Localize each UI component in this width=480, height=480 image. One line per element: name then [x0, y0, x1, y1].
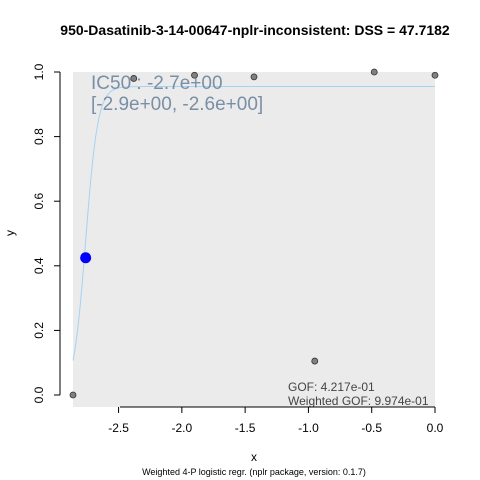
data-point: [431, 71, 439, 79]
ic50-ci-annotation: [-2.9e+00, -2.6e+00]: [91, 94, 263, 115]
chart-title: 950-Dasatinib-3-14-00647-nplr-inconsiste…: [60, 22, 450, 38]
y-tick-label: 0.2: [32, 322, 46, 339]
x-tick-label: -2.5: [108, 421, 129, 435]
ic50-point: [80, 252, 92, 264]
plot-panel: [73, 72, 435, 407]
x-tick-label: -0.5: [361, 421, 382, 435]
x-axis-label: x: [251, 450, 257, 464]
y-axis-label: y: [3, 230, 17, 236]
ic50-annotation: IC50 : -2.7e+00: [91, 73, 223, 94]
x-tick-label: -1.0: [298, 421, 319, 435]
data-point: [130, 75, 138, 82]
weighted-gof-annotation: Weighted GOF: 9.974e-01: [288, 394, 429, 408]
x-tick-label: -1.5: [235, 421, 256, 435]
gof-annotation: GOF: 4.217e-01: [288, 380, 375, 394]
y-tick-label: 0.8: [32, 128, 46, 145]
x-tick-label: 0.0: [427, 421, 444, 435]
chart-footer: Weighted 4-P logistic regr. (nplr packag…: [142, 467, 366, 477]
data-point: [250, 73, 258, 81]
fit-curve: [72, 86, 435, 361]
x-axis-ticks: -2.5 -2.0 -1.5 -1.0 -0.5 0.0: [108, 407, 444, 435]
data-point: [191, 71, 198, 79]
y-tick-label: 0.6: [32, 193, 46, 210]
fit-curve-layer: [72, 86, 435, 361]
y-tick-label: 0.4: [32, 257, 46, 274]
data-point: [370, 68, 378, 76]
y-axis-ticks: 0.0 0.2 0.4 0.6 0.8 1.0: [32, 63, 60, 403]
x-tick-label: -2.0: [172, 421, 193, 435]
ic50-marker-layer: [80, 252, 92, 264]
data-point: [69, 391, 77, 399]
data-point: [311, 357, 319, 365]
y-tick-label: 1.0: [32, 63, 46, 80]
data-points-layer: [69, 68, 439, 399]
y-tick-label: 0.0: [32, 386, 46, 403]
